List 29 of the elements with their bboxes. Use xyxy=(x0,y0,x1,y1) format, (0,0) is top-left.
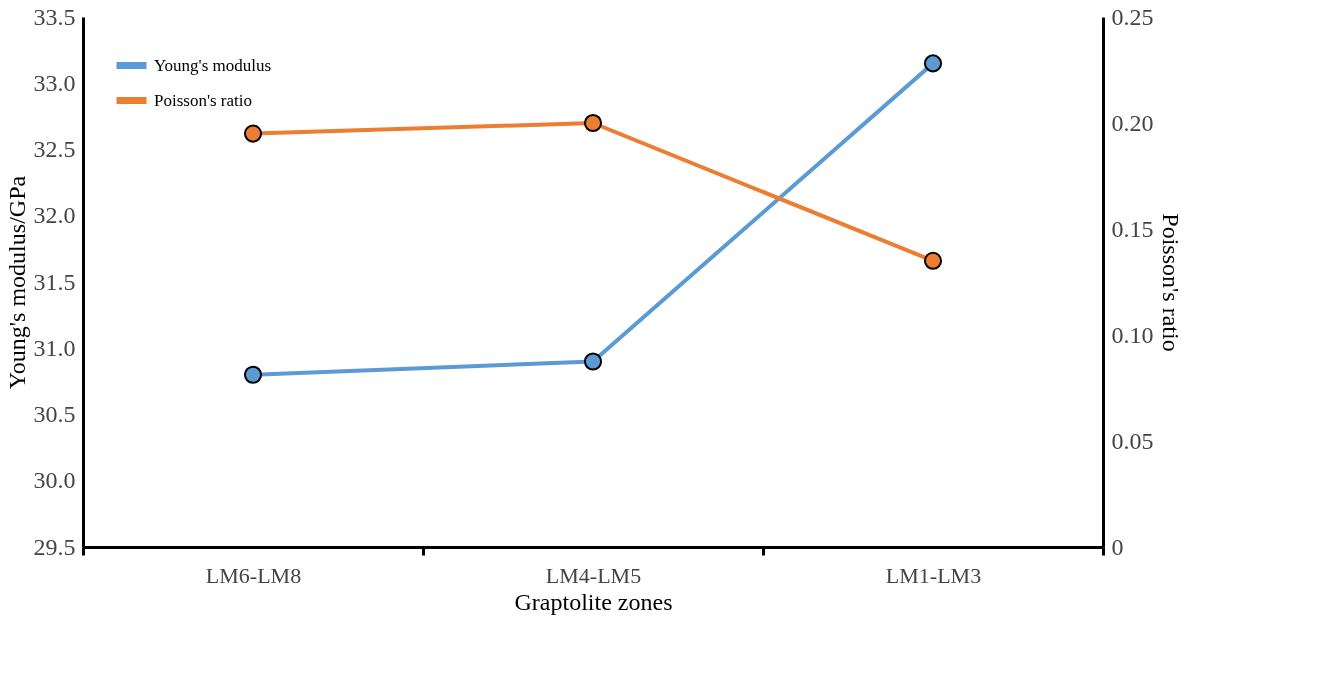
point xyxy=(583,113,603,133)
point xyxy=(923,251,943,270)
y2-tick-label: 0.10 xyxy=(1111,321,1154,348)
legend-label: Poisson's ratio xyxy=(154,90,252,110)
y-tick-label: 31.5 xyxy=(33,268,76,295)
y2-axis-title: Poisson's ratio xyxy=(1157,213,1184,352)
y2-tick-label: 0.25 xyxy=(1111,3,1154,30)
y2-tick-label: 0.20 xyxy=(1111,109,1154,136)
y-tick-label: 31.0 xyxy=(33,334,76,361)
y-tick-label: 33.5 xyxy=(33,3,76,30)
y-tick-label: 30.5 xyxy=(33,401,76,427)
point xyxy=(243,365,263,384)
y-tick-label: 29.5 xyxy=(33,533,76,560)
point xyxy=(923,54,943,73)
x-axis-title: Graptolite zones xyxy=(514,588,673,615)
y2-tick-label: 0 xyxy=(1111,533,1124,560)
y-tick-label: 30.0 xyxy=(33,467,76,494)
y-axis-title: Young's modulus/GPa xyxy=(3,175,30,390)
legend-label: Young's modulus xyxy=(154,55,272,75)
x-tick-label: LM1-LM3 xyxy=(885,562,982,588)
y2-tick-label: 0.15 xyxy=(1111,215,1154,242)
y-tick-label: 32.5 xyxy=(33,136,76,162)
point xyxy=(583,352,603,371)
x-tick-label: LM6-LM8 xyxy=(205,562,302,588)
point xyxy=(243,124,263,143)
y2-tick-label: 0.05 xyxy=(1111,427,1154,454)
y-tick-label: 32.0 xyxy=(33,202,76,229)
y-tick-label: 33.0 xyxy=(33,69,76,96)
x-tick-label: LM4-LM5 xyxy=(545,562,642,588)
